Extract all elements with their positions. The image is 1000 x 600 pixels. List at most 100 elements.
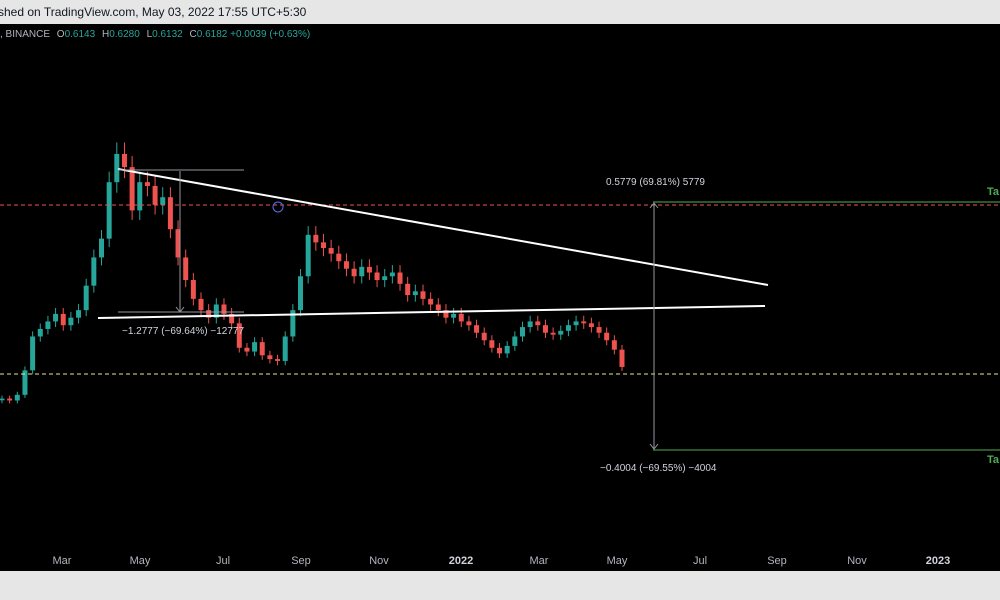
candle-body (504, 345, 510, 354)
candle-body (366, 266, 372, 273)
measure-top-label: 0.5779 (69.81%) 5779 (606, 177, 705, 188)
candle-body (121, 153, 127, 168)
close-value: 0.6182 (196, 29, 228, 40)
x-tick-label: May (130, 555, 151, 567)
candle-body (581, 321, 587, 324)
candle-body (152, 185, 158, 205)
publish-text: shed on TradingView.com, May 03, 2022 17… (0, 5, 307, 19)
measure-bottom-label: −0.4004 (−69.55%) −4004 (600, 463, 717, 474)
candle-body (412, 291, 418, 296)
x-tick-label: Mar (530, 555, 549, 567)
candle-body (244, 347, 250, 352)
candle-body (213, 304, 219, 318)
candle-body (328, 248, 334, 254)
price-chart[interactable]: 0.5779 (69.81%) 5779 −1.2777 (−69.64%) −… (0, 24, 1000, 571)
low-label: L (146, 29, 153, 40)
publish-bar: shed on TradingView.com, May 03, 2022 17… (0, 0, 1000, 24)
candle-body (14, 394, 20, 401)
candle-body (558, 330, 564, 335)
candle-body (137, 182, 143, 211)
candle-body (0, 398, 5, 401)
candle-body (565, 325, 571, 331)
candle-body (389, 272, 395, 277)
x-tick-label: May (607, 555, 628, 567)
candle-body (129, 167, 135, 211)
candle-body (160, 197, 166, 205)
candle-body (99, 238, 105, 258)
candle-body (351, 268, 357, 277)
candle-body (420, 291, 426, 299)
candle-body (466, 321, 472, 326)
candle-body (458, 313, 464, 322)
candle-body (435, 304, 441, 311)
candle-body (428, 298, 434, 305)
candle-body (405, 283, 411, 296)
candle-body (7, 398, 13, 401)
candle-body (604, 332, 610, 341)
candle-body (596, 327, 602, 333)
candle-body (497, 347, 503, 354)
candle-body (374, 272, 380, 281)
candle-body (619, 349, 625, 367)
close-label: C (189, 29, 197, 40)
open-value: 0.6143 (64, 29, 96, 40)
candle-body (382, 276, 388, 281)
x-tick-label: Jul (216, 555, 230, 567)
candle-body (114, 153, 120, 183)
candle-body (535, 321, 541, 326)
candle-body (144, 182, 150, 186)
measure-right-arrow-down (649, 443, 659, 450)
candle-body (190, 280, 196, 299)
measure-left-arrow (175, 306, 185, 313)
candle-body (359, 266, 365, 277)
bottom-bar (0, 571, 1000, 600)
x-tick-label: Nov (369, 555, 389, 567)
candle-body (512, 336, 518, 346)
circle-marker (272, 201, 284, 213)
candle-body (451, 313, 457, 318)
candle-body (106, 182, 112, 239)
candle-body (611, 340, 617, 350)
candle-body (397, 272, 403, 284)
candle-body (252, 342, 258, 352)
upper-trendline (117, 168, 769, 286)
candle-body (542, 325, 548, 333)
ohlc-legend: , BINANCE O0.6143 H0.6280 L0.6132 C0.618… (0, 29, 310, 40)
candle-body (336, 253, 342, 262)
candle-body (481, 332, 487, 341)
x-tick-label: Nov (847, 555, 867, 567)
candle-body (37, 328, 43, 337)
candle-body (236, 323, 242, 348)
x-tick-label: Sep (767, 555, 787, 567)
candle-body (550, 332, 556, 335)
candle-body (343, 261, 349, 269)
candle-body (527, 321, 533, 328)
candle-body (91, 257, 97, 286)
candle-body (83, 285, 89, 311)
x-tick-label: Sep (291, 555, 311, 567)
open-label: O (56, 29, 65, 40)
candle-body (282, 336, 288, 361)
measure-right-arrow-up (649, 202, 659, 209)
candle-body (313, 234, 319, 243)
symbol-exchange: , BINANCE (0, 29, 51, 40)
candle-body (320, 242, 326, 249)
candle-body (68, 317, 74, 326)
high-label: H (101, 29, 110, 40)
candle-body (22, 370, 28, 395)
candle-body (290, 310, 296, 337)
target-lower-label: Ta (987, 454, 1000, 466)
candle-body (60, 313, 66, 326)
change-value: +0.0039 (+0.63%) (230, 29, 311, 40)
candle-body (305, 234, 311, 277)
x-tick-label: Mar (53, 555, 72, 567)
low-value: 0.6132 (152, 29, 183, 40)
candle-body (275, 359, 281, 361)
candle-body (76, 310, 82, 318)
candle-body (588, 323, 594, 328)
candle-body (175, 229, 181, 258)
candle-body (221, 304, 227, 314)
candle-body (206, 310, 212, 318)
candle-body (474, 325, 480, 333)
candle-body (259, 342, 265, 356)
